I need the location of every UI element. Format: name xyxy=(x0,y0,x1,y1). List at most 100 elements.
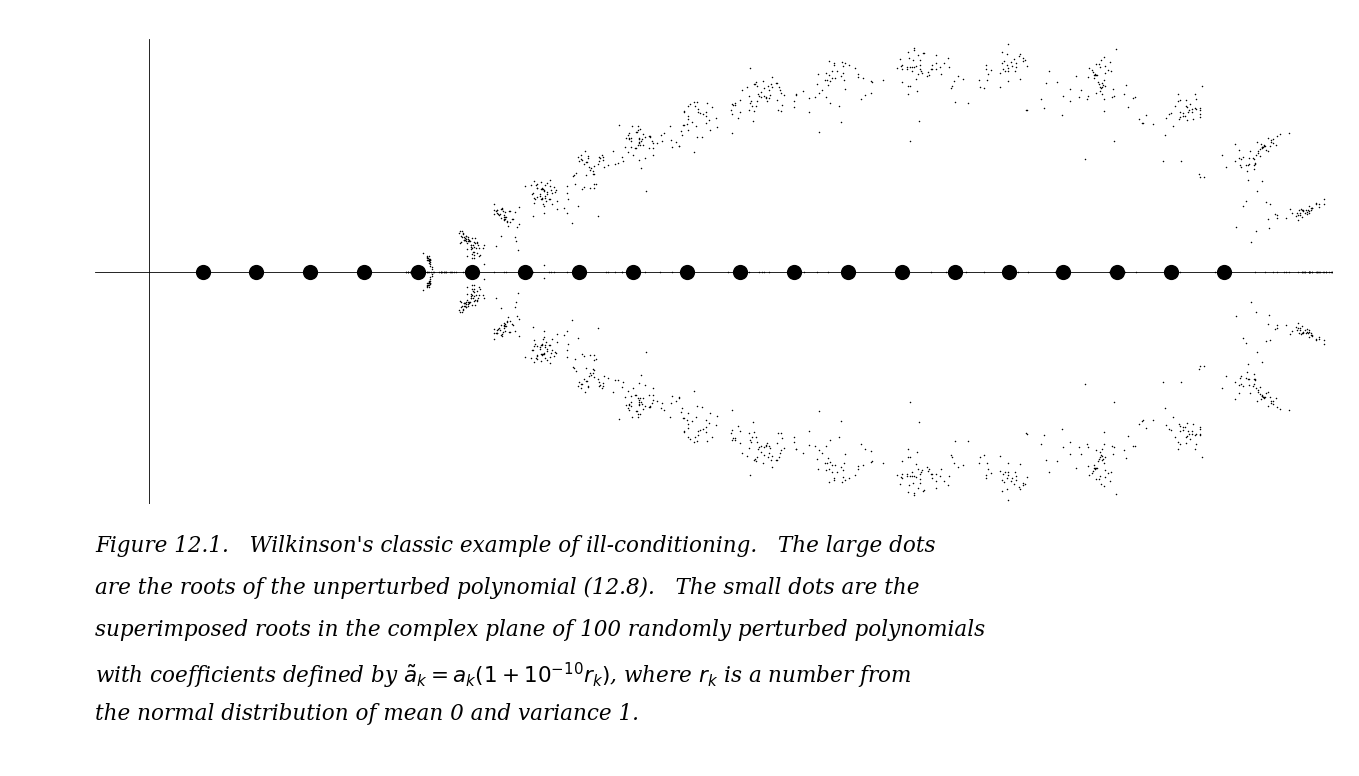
Point xyxy=(1298,331,1320,344)
Point xyxy=(192,265,213,278)
Point xyxy=(673,106,694,119)
Point xyxy=(824,57,845,69)
Point xyxy=(786,443,807,456)
Point xyxy=(955,265,977,278)
Point xyxy=(192,265,213,278)
Point xyxy=(192,265,213,278)
Point xyxy=(397,265,419,278)
Point xyxy=(614,140,636,153)
Point xyxy=(352,265,374,278)
Point xyxy=(299,265,321,278)
Point xyxy=(404,265,425,278)
Point xyxy=(567,199,588,212)
Point xyxy=(1033,102,1055,115)
Point xyxy=(246,265,268,278)
Point xyxy=(413,265,435,278)
Point xyxy=(605,265,626,278)
Point xyxy=(412,265,434,278)
Point xyxy=(643,394,665,407)
Point xyxy=(461,279,482,291)
Point xyxy=(741,95,762,108)
Point xyxy=(1182,113,1204,125)
Point xyxy=(731,447,753,459)
Point xyxy=(580,162,602,175)
Point xyxy=(938,469,959,482)
Point xyxy=(1302,328,1324,341)
Point xyxy=(299,265,321,278)
Point xyxy=(1273,265,1295,278)
Point xyxy=(1006,61,1027,73)
Point xyxy=(496,211,518,223)
Point xyxy=(1091,81,1113,93)
Point xyxy=(246,265,268,278)
Point xyxy=(1287,209,1309,221)
Point xyxy=(246,265,268,278)
Point xyxy=(491,230,512,242)
Point xyxy=(246,265,268,278)
Point xyxy=(1250,393,1272,405)
Point xyxy=(492,205,514,217)
Point xyxy=(493,213,515,225)
Point xyxy=(911,68,932,80)
Point xyxy=(466,246,488,258)
Point xyxy=(416,281,438,293)
Point xyxy=(1243,368,1265,380)
Point xyxy=(622,382,644,394)
Point xyxy=(246,265,268,278)
Point xyxy=(1250,138,1272,151)
Point xyxy=(786,88,807,101)
Point xyxy=(192,265,213,278)
Point xyxy=(353,265,375,278)
Point xyxy=(925,49,947,61)
Point xyxy=(299,265,321,278)
Point xyxy=(686,400,708,412)
Point xyxy=(192,265,213,278)
Point xyxy=(925,482,947,494)
Point xyxy=(192,265,213,278)
Point xyxy=(919,68,940,81)
Point xyxy=(738,104,760,116)
Point xyxy=(493,213,515,226)
Point xyxy=(911,466,932,478)
Point xyxy=(504,235,526,248)
Point xyxy=(461,288,482,300)
Point xyxy=(1250,141,1272,154)
Point xyxy=(246,265,268,278)
Point xyxy=(352,265,374,278)
Point xyxy=(932,474,954,487)
Point xyxy=(299,265,321,278)
Point xyxy=(651,134,673,147)
Point xyxy=(639,400,660,413)
Point xyxy=(587,321,609,334)
Point xyxy=(847,71,868,83)
Point xyxy=(454,231,476,244)
Point xyxy=(487,204,508,217)
Point xyxy=(1239,144,1261,157)
Point xyxy=(453,228,474,241)
Point xyxy=(561,265,583,278)
Point xyxy=(766,427,788,439)
Point xyxy=(541,333,563,345)
Point xyxy=(419,281,440,293)
Point xyxy=(525,193,546,206)
Point xyxy=(299,265,321,278)
Point xyxy=(821,72,843,85)
Point xyxy=(1169,420,1190,432)
Point xyxy=(1276,265,1298,278)
Point xyxy=(705,418,727,431)
Point xyxy=(299,265,321,278)
Point xyxy=(530,192,552,205)
Point xyxy=(901,466,923,478)
Point xyxy=(299,265,321,278)
Point xyxy=(299,265,321,278)
Point xyxy=(633,130,655,143)
Point xyxy=(457,250,478,262)
Point xyxy=(1105,488,1127,501)
Point xyxy=(811,84,833,96)
Point xyxy=(246,265,268,278)
Point xyxy=(493,211,515,223)
Point xyxy=(353,265,375,278)
Point xyxy=(696,96,718,109)
Point xyxy=(1084,69,1106,81)
Point xyxy=(890,478,912,490)
